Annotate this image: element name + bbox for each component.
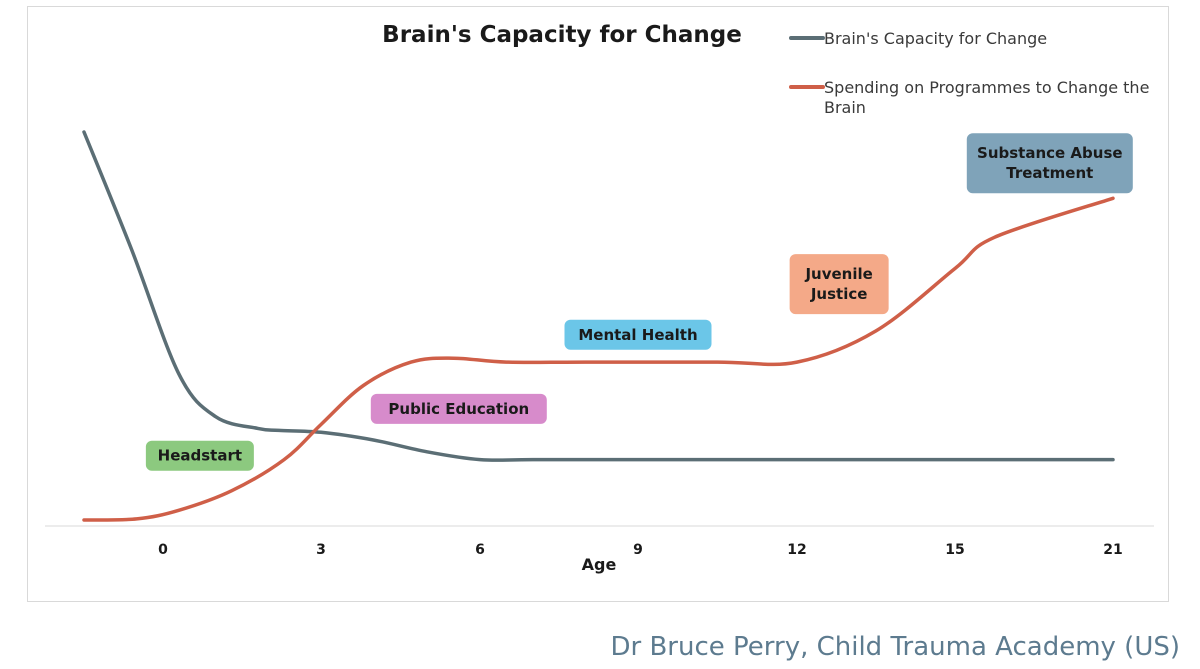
- x-tick-label: 0: [158, 542, 168, 558]
- annotation-box-background: [564, 319, 712, 350]
- series-line-brain-capacity: [82, 130, 1115, 462]
- x-tick-labels: 0 3 6 9 12 15 21: [158, 542, 1123, 558]
- x-tick-label: 6: [475, 542, 485, 558]
- annotation-label: Headstart: [158, 447, 242, 465]
- source-credit: Dr Bruce Perry, Child Trauma Academy (US…: [610, 632, 1180, 662]
- x-tick-label: 15: [945, 542, 964, 558]
- legend: Brain's Capacity for Change Spending on …: [789, 29, 1149, 117]
- legend-label-spending-line2: Brain: [824, 98, 866, 117]
- annotation-box: Headstart: [145, 440, 254, 471]
- annotation-label: Juvenile Justice: [804, 265, 872, 303]
- chart-canvas: Brain's Capacity for Change Brain's Capa…: [45, 22, 1154, 574]
- annotation-box-background: [789, 254, 889, 315]
- annotation-label: Mental Health: [578, 326, 697, 344]
- annotation-label: Public Education: [388, 400, 529, 418]
- chart-frame: Brain's Capacity for Change Brain's Capa…: [27, 6, 1169, 602]
- series-line-spending: [82, 196, 1115, 522]
- x-axis-label: Age: [582, 555, 617, 574]
- x-tick-label: 12: [787, 542, 806, 558]
- annotation-box-background: [966, 133, 1133, 194]
- legend-label-brain: Brain's Capacity for Change: [824, 29, 1047, 48]
- annotation-box: Juvenile Justice: [789, 254, 889, 315]
- legend-label-spending-line1: Spending on Programmes to Change the: [824, 78, 1149, 97]
- annotation-box: Mental Health: [564, 319, 712, 350]
- x-tick-label: 3: [316, 542, 326, 558]
- annotation-box: Public Education: [370, 393, 547, 424]
- x-tick-label: 9: [633, 542, 643, 558]
- legend-label-spending: Spending on Programmes to Change the Brai…: [824, 78, 1149, 117]
- annotation-box: Substance Abuse Treatment: [966, 133, 1133, 194]
- annotation-box-background: [145, 440, 254, 471]
- annotation-box-background: [370, 393, 547, 424]
- x-tick-label: 21: [1103, 542, 1122, 558]
- chart-title: Brain's Capacity for Change: [382, 22, 742, 48]
- series-layer: [82, 130, 1115, 522]
- annotation-layer: Headstart Public Education Mental Health Ju…: [145, 133, 1133, 471]
- annotation-label: Substance Abuse Treatment: [977, 144, 1123, 182]
